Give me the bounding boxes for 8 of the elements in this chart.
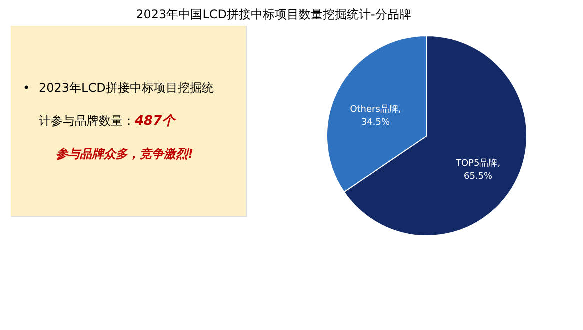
slice-label: TOP5品牌,65.5% xyxy=(454,158,501,182)
slice-label: Others品牌,34.5% xyxy=(350,104,402,128)
text: 2023年LCD拼接中标项目挖掘统 xyxy=(39,81,214,95)
text: 487个 xyxy=(134,114,178,129)
chart-title: 2023年中国LCD拼接中标项目数量挖掘统计-分品牌 xyxy=(136,8,412,22)
text: • xyxy=(23,81,30,95)
text: 参与品牌众多，竞争激烈! xyxy=(56,147,194,161)
text: 计参与品牌数量： xyxy=(39,114,135,128)
